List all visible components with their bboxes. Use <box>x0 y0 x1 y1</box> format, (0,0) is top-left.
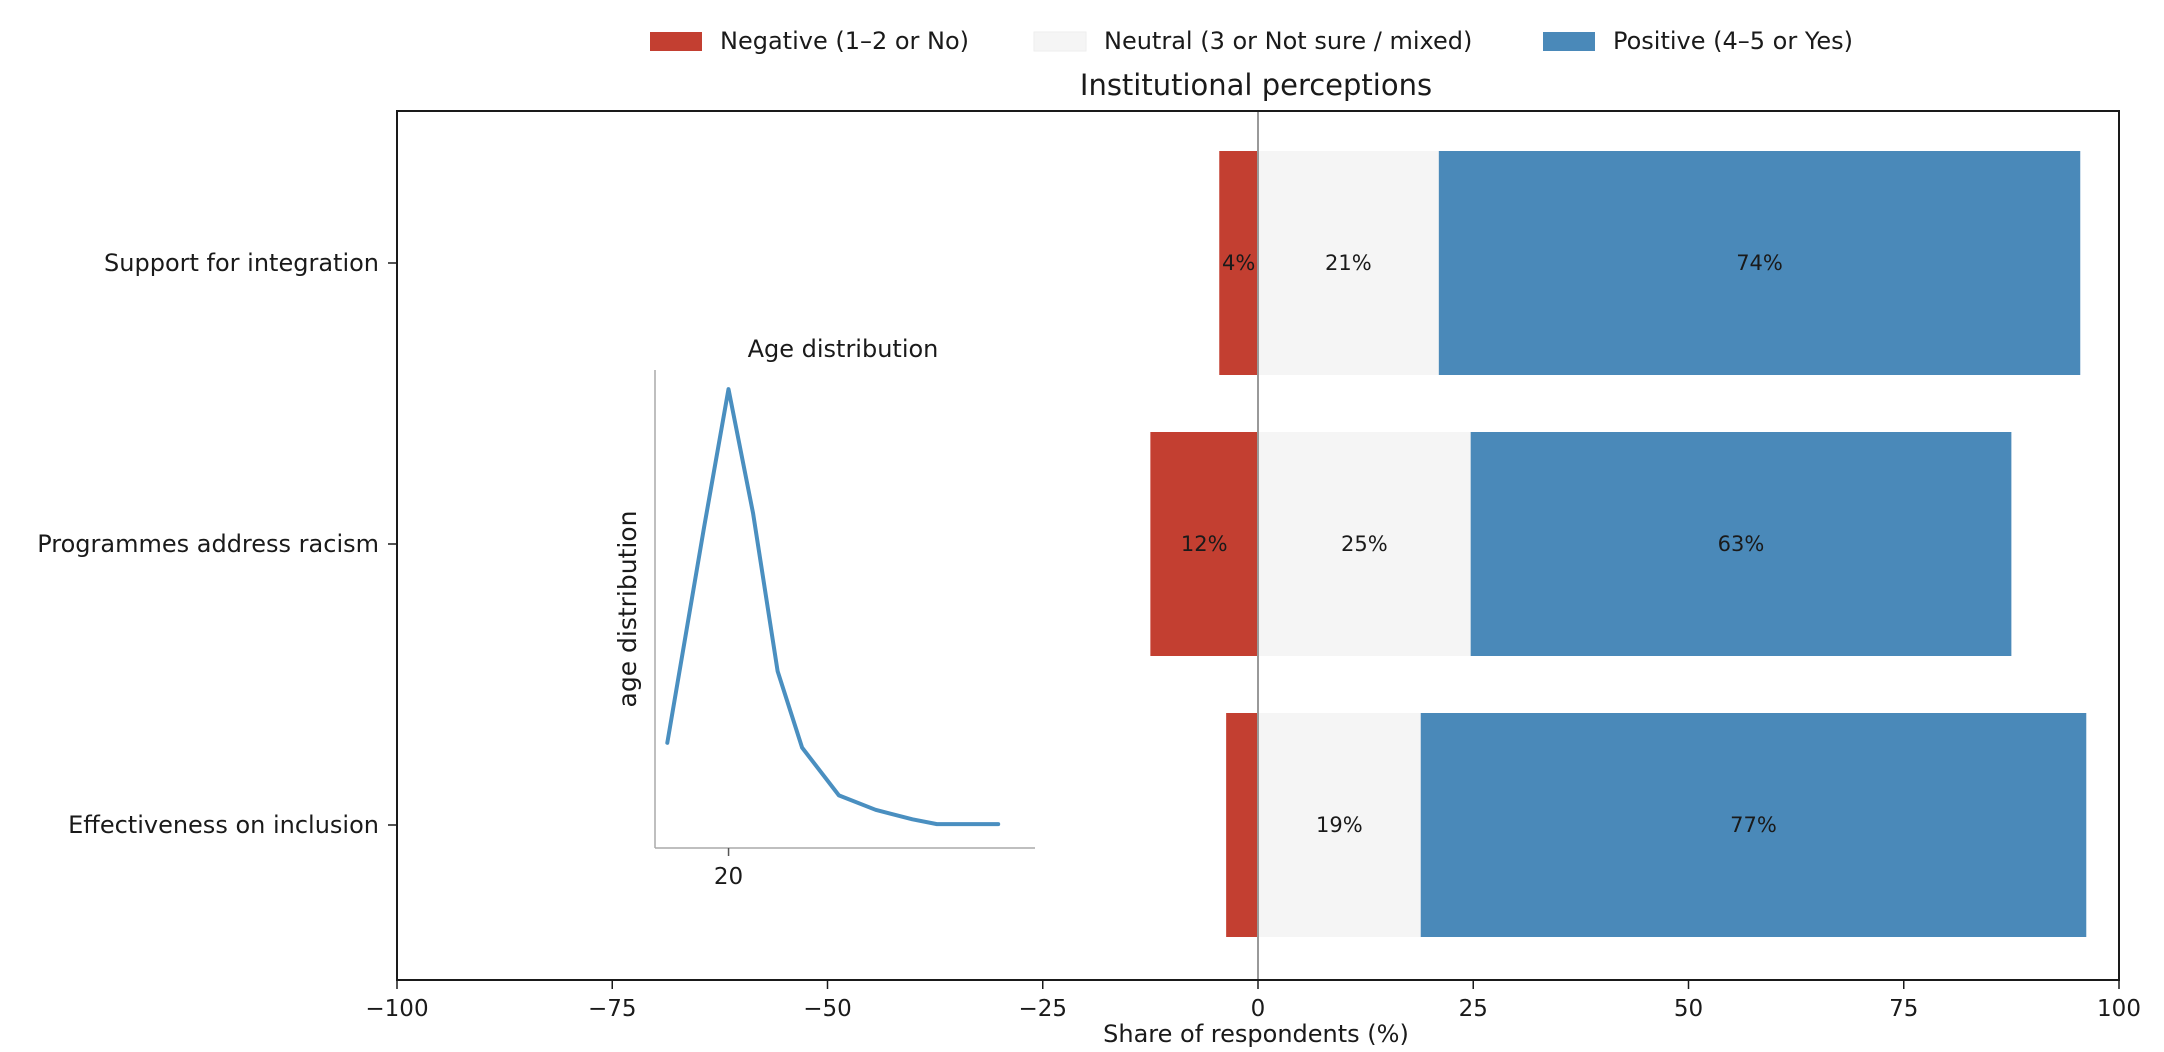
bar-neutral-programmes-address-racism <box>1258 432 1471 656</box>
bar-positive-programmes-address-racism <box>1470 432 2012 656</box>
bar-label-negative-support-for-integration: 4% <box>1222 251 1255 275</box>
legend-label-positive: Positive (4–5 or Yes) <box>1613 27 1853 55</box>
inset-tick-group: 20 <box>714 848 743 890</box>
bar-label-positive-programmes-address-racism: 63% <box>1718 532 1765 556</box>
y-tick-label-support-for-integration: Support for integration <box>104 249 379 277</box>
legend-swatch-positive <box>1543 32 1595 51</box>
inset-y-label: age distribution <box>613 511 642 708</box>
x-tick-label: 50 <box>1674 996 1703 1022</box>
chart-title: Institutional perceptions <box>1080 68 1432 102</box>
x-tick-label: −25 <box>1018 996 1067 1022</box>
inset-series-line <box>665 387 1001 827</box>
x-tick-label: −100 <box>365 996 428 1022</box>
inset-chart: Age distribution age distribution 20 <box>613 335 1035 890</box>
legend-swatch-neutral <box>1033 31 1087 52</box>
y-tick-label-effectiveness-on-inclusion: Effectiveness on inclusion <box>68 811 379 839</box>
bar-negative-support-for-integration <box>1219 151 1258 375</box>
x-tick-label: −50 <box>803 996 852 1022</box>
x-tick-label: 0 <box>1251 996 1266 1022</box>
bar-positive-support-for-integration <box>1438 151 2081 375</box>
bar-label-neutral-support-for-integration: 21% <box>1325 251 1372 275</box>
bar-label-neutral-effectiveness-on-inclusion: 19% <box>1316 813 1363 837</box>
legend-swatch-negative <box>650 32 702 51</box>
legend: Negative (1–2 or No) Neutral (3 or Not s… <box>650 27 1853 55</box>
x-tick-label: 100 <box>2097 996 2141 1022</box>
bar-label-negative-programmes-address-racism: 12% <box>1181 532 1228 556</box>
inset-x-tick-label: 20 <box>714 864 743 890</box>
x-axis: −100 −75 −50 −25 0 25 50 75 100 <box>365 980 2141 1022</box>
x-tick-label: 75 <box>1889 996 1918 1022</box>
y-tick-label-programmes-address-racism: Programmes address racism <box>37 530 379 558</box>
x-axis-label: Share of respondents (%) <box>1103 1020 1409 1048</box>
bar-negative-programmes-address-racism <box>1150 432 1258 656</box>
bar-label-neutral-programmes-address-racism: 25% <box>1341 532 1388 556</box>
bar-group <box>1150 151 2087 937</box>
bar-neutral-effectiveness-on-inclusion <box>1258 713 1421 937</box>
legend-label-negative: Negative (1–2 or No) <box>720 27 969 55</box>
legend-label-neutral: Neutral (3 or Not sure / mixed) <box>1104 27 1472 55</box>
bar-label-group: 4% 21% 74% 12% 25% 63% 19% 77% <box>1181 251 1783 837</box>
inset-title: Age distribution <box>748 335 939 363</box>
bar-positive-effectiveness-on-inclusion <box>1420 713 2087 937</box>
bar-label-positive-effectiveness-on-inclusion: 77% <box>1730 813 1777 837</box>
bar-negative-effectiveness-on-inclusion <box>1226 713 1258 937</box>
bar-label-positive-support-for-integration: 74% <box>1736 251 1783 275</box>
y-axis: Support for integration Programmes addres… <box>37 249 397 839</box>
x-tick-label: −75 <box>588 996 637 1022</box>
x-tick-label: 25 <box>1459 996 1488 1022</box>
bar-neutral-support-for-integration <box>1258 151 1439 375</box>
